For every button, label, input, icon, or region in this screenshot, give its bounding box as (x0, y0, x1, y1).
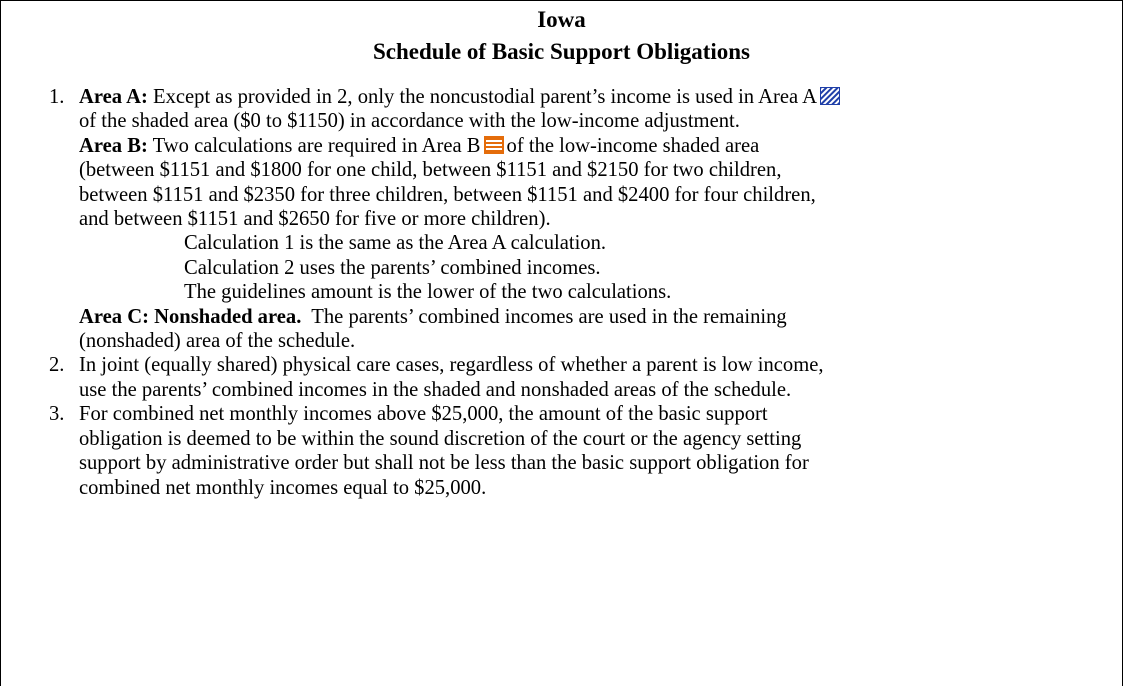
line: of the shaded area ($0 to $1150) in acco… (1, 109, 1122, 133)
text: Except as provided in 2, only the noncus… (152, 86, 817, 108)
text: obligation is deemed to be within the so… (79, 427, 802, 450)
item-number: 3. (49, 403, 65, 426)
line: Area C: Nonshaded area. The parents’ com… (1, 305, 1122, 329)
line: and between $1151 and $2650 for five or … (1, 207, 1122, 231)
area-label: Area A: (79, 86, 148, 108)
text: combined net monthly incomes equal to $2… (79, 476, 487, 499)
text: (nonshaded) area of the schedule. (79, 330, 356, 353)
line: between $1151 and $2350 for three childr… (1, 183, 1122, 207)
text: between $1151 and $2350 for three childr… (79, 183, 816, 206)
text: of the shaded area ($0 to $1150) in acco… (79, 110, 740, 133)
text: The parents’ combined incomes are used i… (311, 305, 787, 328)
text: (between $1151 and $1800 for one child, … (79, 159, 782, 182)
text: of the low-income shaded area (506, 134, 760, 157)
line: Area B: Two calculations are required in… (1, 134, 1122, 158)
line: 2. In joint (equally shared) physical car… (1, 353, 1122, 377)
item-number: 2. (49, 354, 65, 377)
text: support by administrative order but shal… (79, 452, 809, 475)
line: The guidelines amount is the lower of th… (1, 280, 1122, 304)
area-a-icon (820, 87, 840, 105)
line: Calculation 1 is the same as the Area A … (1, 231, 1122, 255)
line: obligation is deemed to be within the so… (1, 427, 1122, 451)
item-number: 1. (49, 86, 65, 108)
text: Calculation 2 uses the parents’ combined… (184, 256, 601, 279)
area-label: Area C: Nonshaded area. (79, 305, 302, 328)
text: and between $1151 and $2650 for five or … (79, 208, 551, 231)
area-label: Area B: (79, 134, 148, 157)
line: support by administrative order but shal… (1, 451, 1122, 475)
line: Calculation 2 uses the parents’ combined… (1, 256, 1122, 280)
text: For combined net monthly incomes above $… (79, 403, 768, 426)
text: The guidelines amount is the lower of th… (184, 281, 672, 304)
text: use the parents’ combined incomes in the… (79, 378, 792, 401)
line: 1. Area A: Except as provided in 2, only … (1, 85, 1122, 109)
line: 3. For combined net monthly incomes above… (1, 402, 1122, 426)
text: In joint (equally shared) physical care … (79, 354, 824, 377)
line: (nonshaded) area of the schedule. (1, 329, 1122, 353)
subtitle: Schedule of Basic Support Obligations (372, 39, 751, 64)
title: Iowa (537, 7, 586, 32)
text: Calculation 1 is the same as the Area A … (184, 232, 607, 255)
area-b-icon (483, 135, 504, 154)
list: 1. Area A: Except as provided in 2, only … (1, 85, 1122, 500)
line: use the parents’ combined incomes in the… (1, 378, 1122, 402)
line: combined net monthly incomes equal to $2… (1, 476, 1122, 500)
line: (between $1151 and $1800 for one child, … (1, 158, 1122, 182)
text: Two calculations are required in Area B (152, 134, 481, 157)
